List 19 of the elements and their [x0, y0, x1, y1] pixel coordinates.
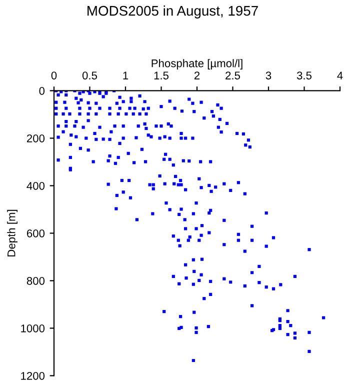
x-tick-label: 3 [266, 72, 272, 80]
y-axis-title: Depth [m] [7, 210, 18, 256]
x-axis-title: Phosphate [µmol/l] [152, 59, 242, 70]
x-tick-label: 0 [51, 72, 57, 80]
x-tick-label: 0.5 [82, 72, 98, 80]
x-tick-label: 2 [194, 72, 200, 80]
y-tick-label: 800 [26, 276, 45, 285]
y-tick-label: 400 [26, 182, 45, 190]
y-tick-label: 0 [39, 86, 45, 95]
x-tick-label: 1 [123, 72, 128, 80]
y-tick-label: 200 [26, 134, 45, 142]
y-tick-label: 600 [27, 229, 45, 238]
x-tick-label: 1.5 [154, 72, 169, 80]
x-tick-label: 4 [337, 72, 343, 80]
y-tick-label: 1000 [21, 324, 45, 332]
x-tick-label: 2.5 [226, 72, 240, 80]
chart-title: MODS2005 in August, 1957 [88, 6, 258, 18]
y-tick-label: 1200 [21, 372, 45, 380]
x-tick-label: 3.5 [296, 72, 312, 80]
